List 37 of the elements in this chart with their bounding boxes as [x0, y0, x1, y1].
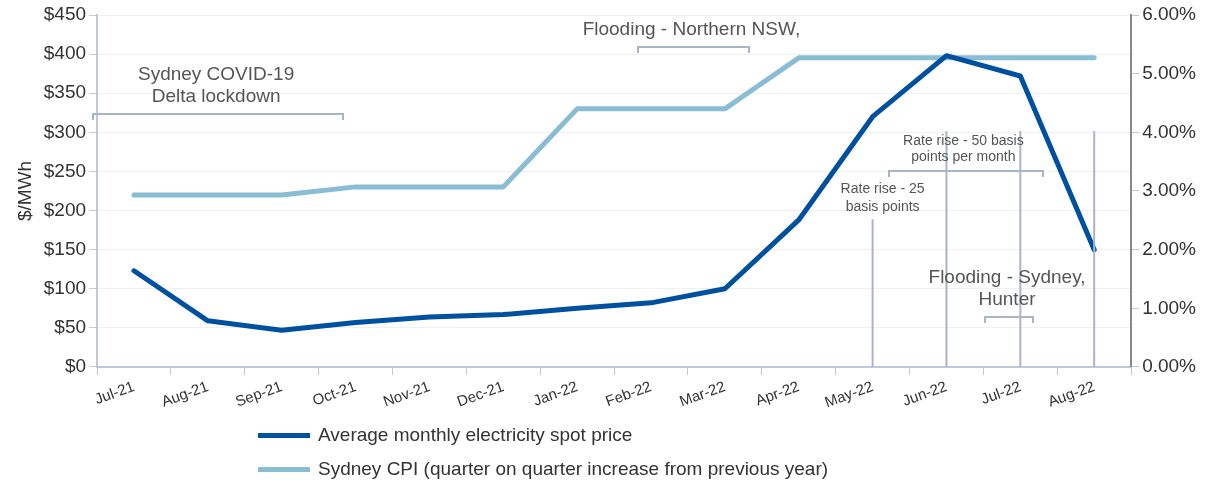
y2-tick-label: 0.00%	[1142, 355, 1197, 377]
x-tick-label: Sep-21	[232, 377, 285, 410]
x-tick-label: Jun-22	[899, 377, 949, 409]
y-tick-label: $0	[64, 355, 87, 377]
y-tick-label: $300	[43, 120, 87, 142]
legend-label: Sydney CPI (quarter on quarter increase from previous year)	[318, 458, 829, 480]
y-tick-label: $150	[43, 237, 87, 259]
x-tick-label: Aug-21	[159, 377, 211, 410]
y2-tick-label: 2.00%	[1142, 237, 1197, 259]
x-tick-label: Oct-21	[309, 377, 359, 409]
y-tick-label: $350	[43, 81, 87, 103]
x-tick-label: Feb-22	[602, 377, 654, 410]
y2-tick-label: 6.00%	[1142, 3, 1197, 25]
x-tick-label: Dec-21	[454, 377, 506, 410]
y-tick-label: $450	[43, 3, 87, 25]
annotation: Flooding - Sydney, Hunter	[928, 265, 1086, 310]
x-tick-label: Jan-22	[530, 377, 580, 409]
y2-tick-label: 4.00%	[1142, 120, 1197, 142]
y-tick-label: $100	[43, 277, 87, 298]
x-tick-label: Nov-21	[380, 377, 432, 410]
annotation: Rate rise - 50 basis points per month	[903, 131, 1024, 164]
y-tick-label: $200	[43, 198, 87, 220]
y2-tick-label: 1.00%	[1142, 296, 1197, 318]
x-tick-label: Jul-21	[92, 377, 137, 408]
y-tick-label: $50	[54, 316, 87, 338]
y2-tick-label: 5.00%	[1142, 61, 1197, 83]
ref-line-label: Rate rise - 25 basis points	[840, 180, 925, 215]
y-tick-label: $250	[43, 159, 87, 181]
annotation: Flooding - Northern NSW,	[582, 18, 801, 40]
y-tick-label: $400	[43, 42, 87, 64]
y2-tick-label: 3.00%	[1142, 179, 1197, 201]
y-axis-title: $/MWh	[13, 160, 35, 222]
annotation: Sydney COVID-19 Delta lockdown	[137, 63, 295, 108]
legend-label: Average monthly electricity spot price	[318, 424, 633, 446]
x-tick-label: Apr-22	[753, 377, 802, 409]
x-tick-label: Jul-22	[978, 377, 1023, 408]
x-tick-label: Mar-22	[676, 377, 728, 410]
